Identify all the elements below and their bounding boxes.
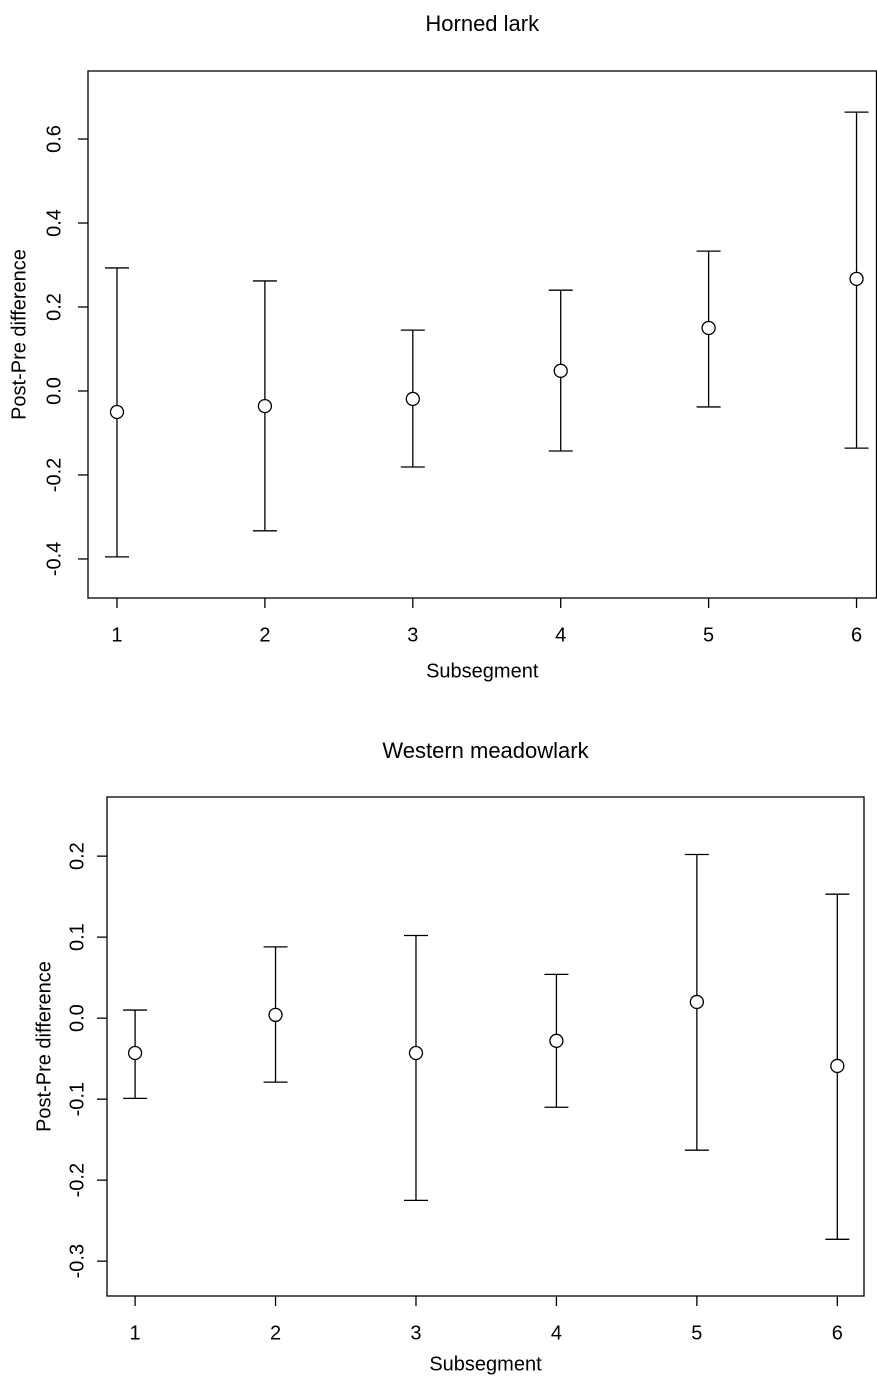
y-axis-label: Post-Pre difference [8,249,30,420]
x-tick-label: 4 [551,1322,562,1344]
y-axis-label: Post-Pre difference [33,961,55,1132]
chart-title: Horned lark [425,11,540,36]
y-tick-label: 0.1 [66,923,88,951]
y-tick-label: 0.2 [43,293,65,321]
x-axis-label: Subsegment [426,660,539,682]
point [109,404,125,420]
point [849,271,864,287]
point [268,1007,283,1023]
x-tick-label: 6 [832,1322,843,1344]
y-tick-label: -0.4 [43,542,65,576]
point [127,1045,143,1061]
y-tick-label: 0.6 [43,125,65,153]
point [553,363,568,378]
x-tick-label: 4 [555,624,566,646]
y-tick-label: 0.2 [66,842,88,870]
point [689,994,705,1010]
plot-frame [87,70,877,599]
point [408,1045,424,1061]
y-tick-label: -0.2 [66,1163,88,1197]
chart-title: Western meadowlark [382,738,589,763]
point [257,398,273,414]
y-tick-label: -0.2 [43,458,65,492]
point [549,1033,564,1048]
x-axis-label: Subsegment [429,1353,542,1375]
error-bar [403,934,428,1202]
y-tick-label: -0.3 [66,1244,88,1278]
x-tick-label: 5 [703,624,714,646]
point [701,320,716,336]
y-tick-label: 0.0 [43,377,65,405]
y-tick-label: -0.1 [66,1082,88,1116]
plot-frame [106,796,865,1297]
x-tick-label: 2 [259,624,270,646]
x-tick-label: 1 [111,624,122,646]
x-tick-label: 5 [691,1322,702,1344]
x-tick-label: 6 [851,624,862,646]
point [830,1058,845,1074]
x-tick-label: 3 [410,1322,421,1344]
x-tick-label: 3 [407,624,418,646]
x-tick-label: 2 [270,1322,281,1344]
y-tick-label: 0.0 [66,1004,88,1032]
y-tick-label: 0.4 [43,209,65,237]
point [405,391,420,407]
x-tick-label: 1 [130,1322,141,1344]
